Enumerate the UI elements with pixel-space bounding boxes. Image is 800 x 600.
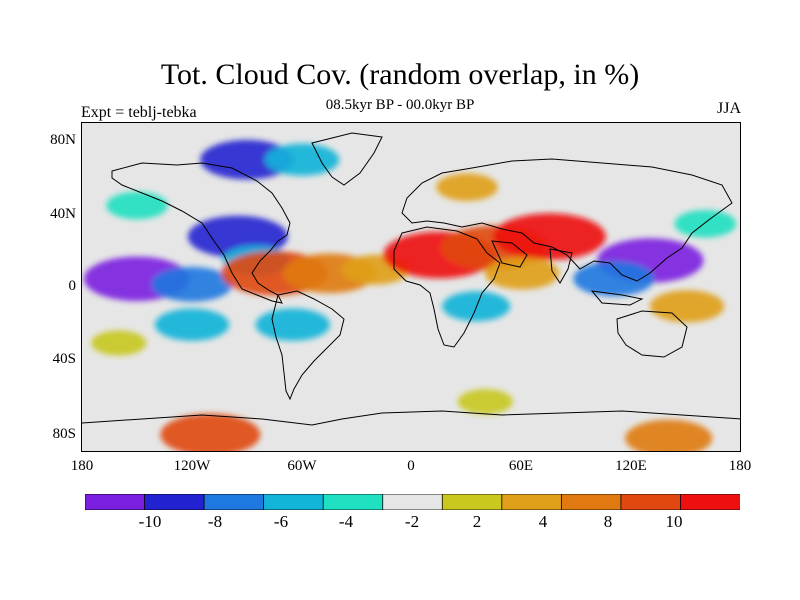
colorbar-label: -10 [138, 512, 162, 531]
chart-title: Tot. Cloud Cov. (random overlap, in %) [160, 58, 640, 91]
anomaly-map [82, 132, 740, 451]
map-panel [81, 122, 741, 452]
colorbar-label: 8 [603, 512, 613, 531]
colorbar-swatch [263, 494, 325, 510]
colorbar-swatch [382, 494, 444, 510]
coast-indonesia [590, 290, 644, 306]
x-tick-120e: 120E [615, 458, 647, 474]
y-tick-80s: 80S [52, 426, 76, 442]
anomaly-cell [674, 210, 737, 238]
season-label: JJA [716, 100, 741, 117]
experiment-label: Expt = teblj-tebka [81, 104, 197, 121]
anomaly-cell [436, 173, 498, 201]
colorbar-swatch [501, 494, 563, 510]
colorbar-swatch [560, 494, 622, 510]
colorbar-label: -8 [207, 512, 223, 531]
coast-greenland [311, 132, 383, 186]
colorbar-label: -4 [338, 512, 354, 531]
coast-africa [393, 226, 501, 348]
colorbar-swatches [85, 494, 740, 510]
anomaly-cell [151, 266, 233, 302]
coast-arabia [491, 240, 528, 268]
colorbar-swatch [441, 494, 503, 510]
coastlines [82, 132, 740, 426]
anomaly-cell [484, 257, 560, 290]
coast-australia [616, 310, 688, 358]
anomaly-cell [573, 261, 655, 297]
coast-india [549, 248, 573, 284]
colorbar-swatch [144, 494, 205, 510]
anomaly-cell [255, 308, 330, 341]
colorbar-label: 4 [538, 512, 548, 531]
x-tick-60w: 60W [287, 458, 317, 474]
colorbar-label: 10 [665, 512, 683, 531]
anomaly-cell [200, 139, 294, 180]
anomaly-cell [649, 290, 725, 323]
anomaly-cell [625, 419, 713, 451]
anomaly-cell [493, 213, 606, 261]
colorbar-swatch [680, 494, 740, 510]
anomaly-cell [106, 191, 168, 220]
anomaly-cell [160, 413, 261, 451]
anomaly-cell [264, 143, 340, 176]
y-tick-80n: 80N [50, 132, 76, 148]
coast-north-america [111, 162, 291, 304]
colorbar-label: -6 [273, 512, 289, 531]
colorbar [85, 494, 740, 510]
coast-eurasia [401, 158, 733, 282]
x-tick-180w: 180 [70, 458, 94, 474]
x-tick-60e: 60E [508, 458, 534, 474]
y-tick-eq: 0 [68, 278, 77, 294]
colorbar-swatch [85, 494, 146, 510]
x-tick-120w: 120W [173, 458, 211, 474]
coast-south-america [271, 290, 345, 401]
anomaly-cell [457, 389, 513, 415]
colorbar-label: -2 [404, 512, 420, 531]
x-tick-180e: 180 [728, 458, 752, 474]
chart-subtitle: 08.5kyr BP - 00.0kyr BP [325, 97, 475, 113]
colorbar-swatch [322, 494, 384, 510]
colorbar-label: 2 [472, 512, 482, 531]
y-tick-40n: 40N [50, 206, 76, 222]
colorbar-swatch [203, 494, 265, 510]
y-tick-40s: 40S [52, 351, 76, 367]
x-tick-0: 0 [407, 458, 415, 474]
coast-antarctica [82, 410, 740, 426]
anomaly-cell [154, 308, 230, 341]
anomaly-cell [91, 330, 147, 356]
colorbar-swatch [620, 494, 682, 510]
